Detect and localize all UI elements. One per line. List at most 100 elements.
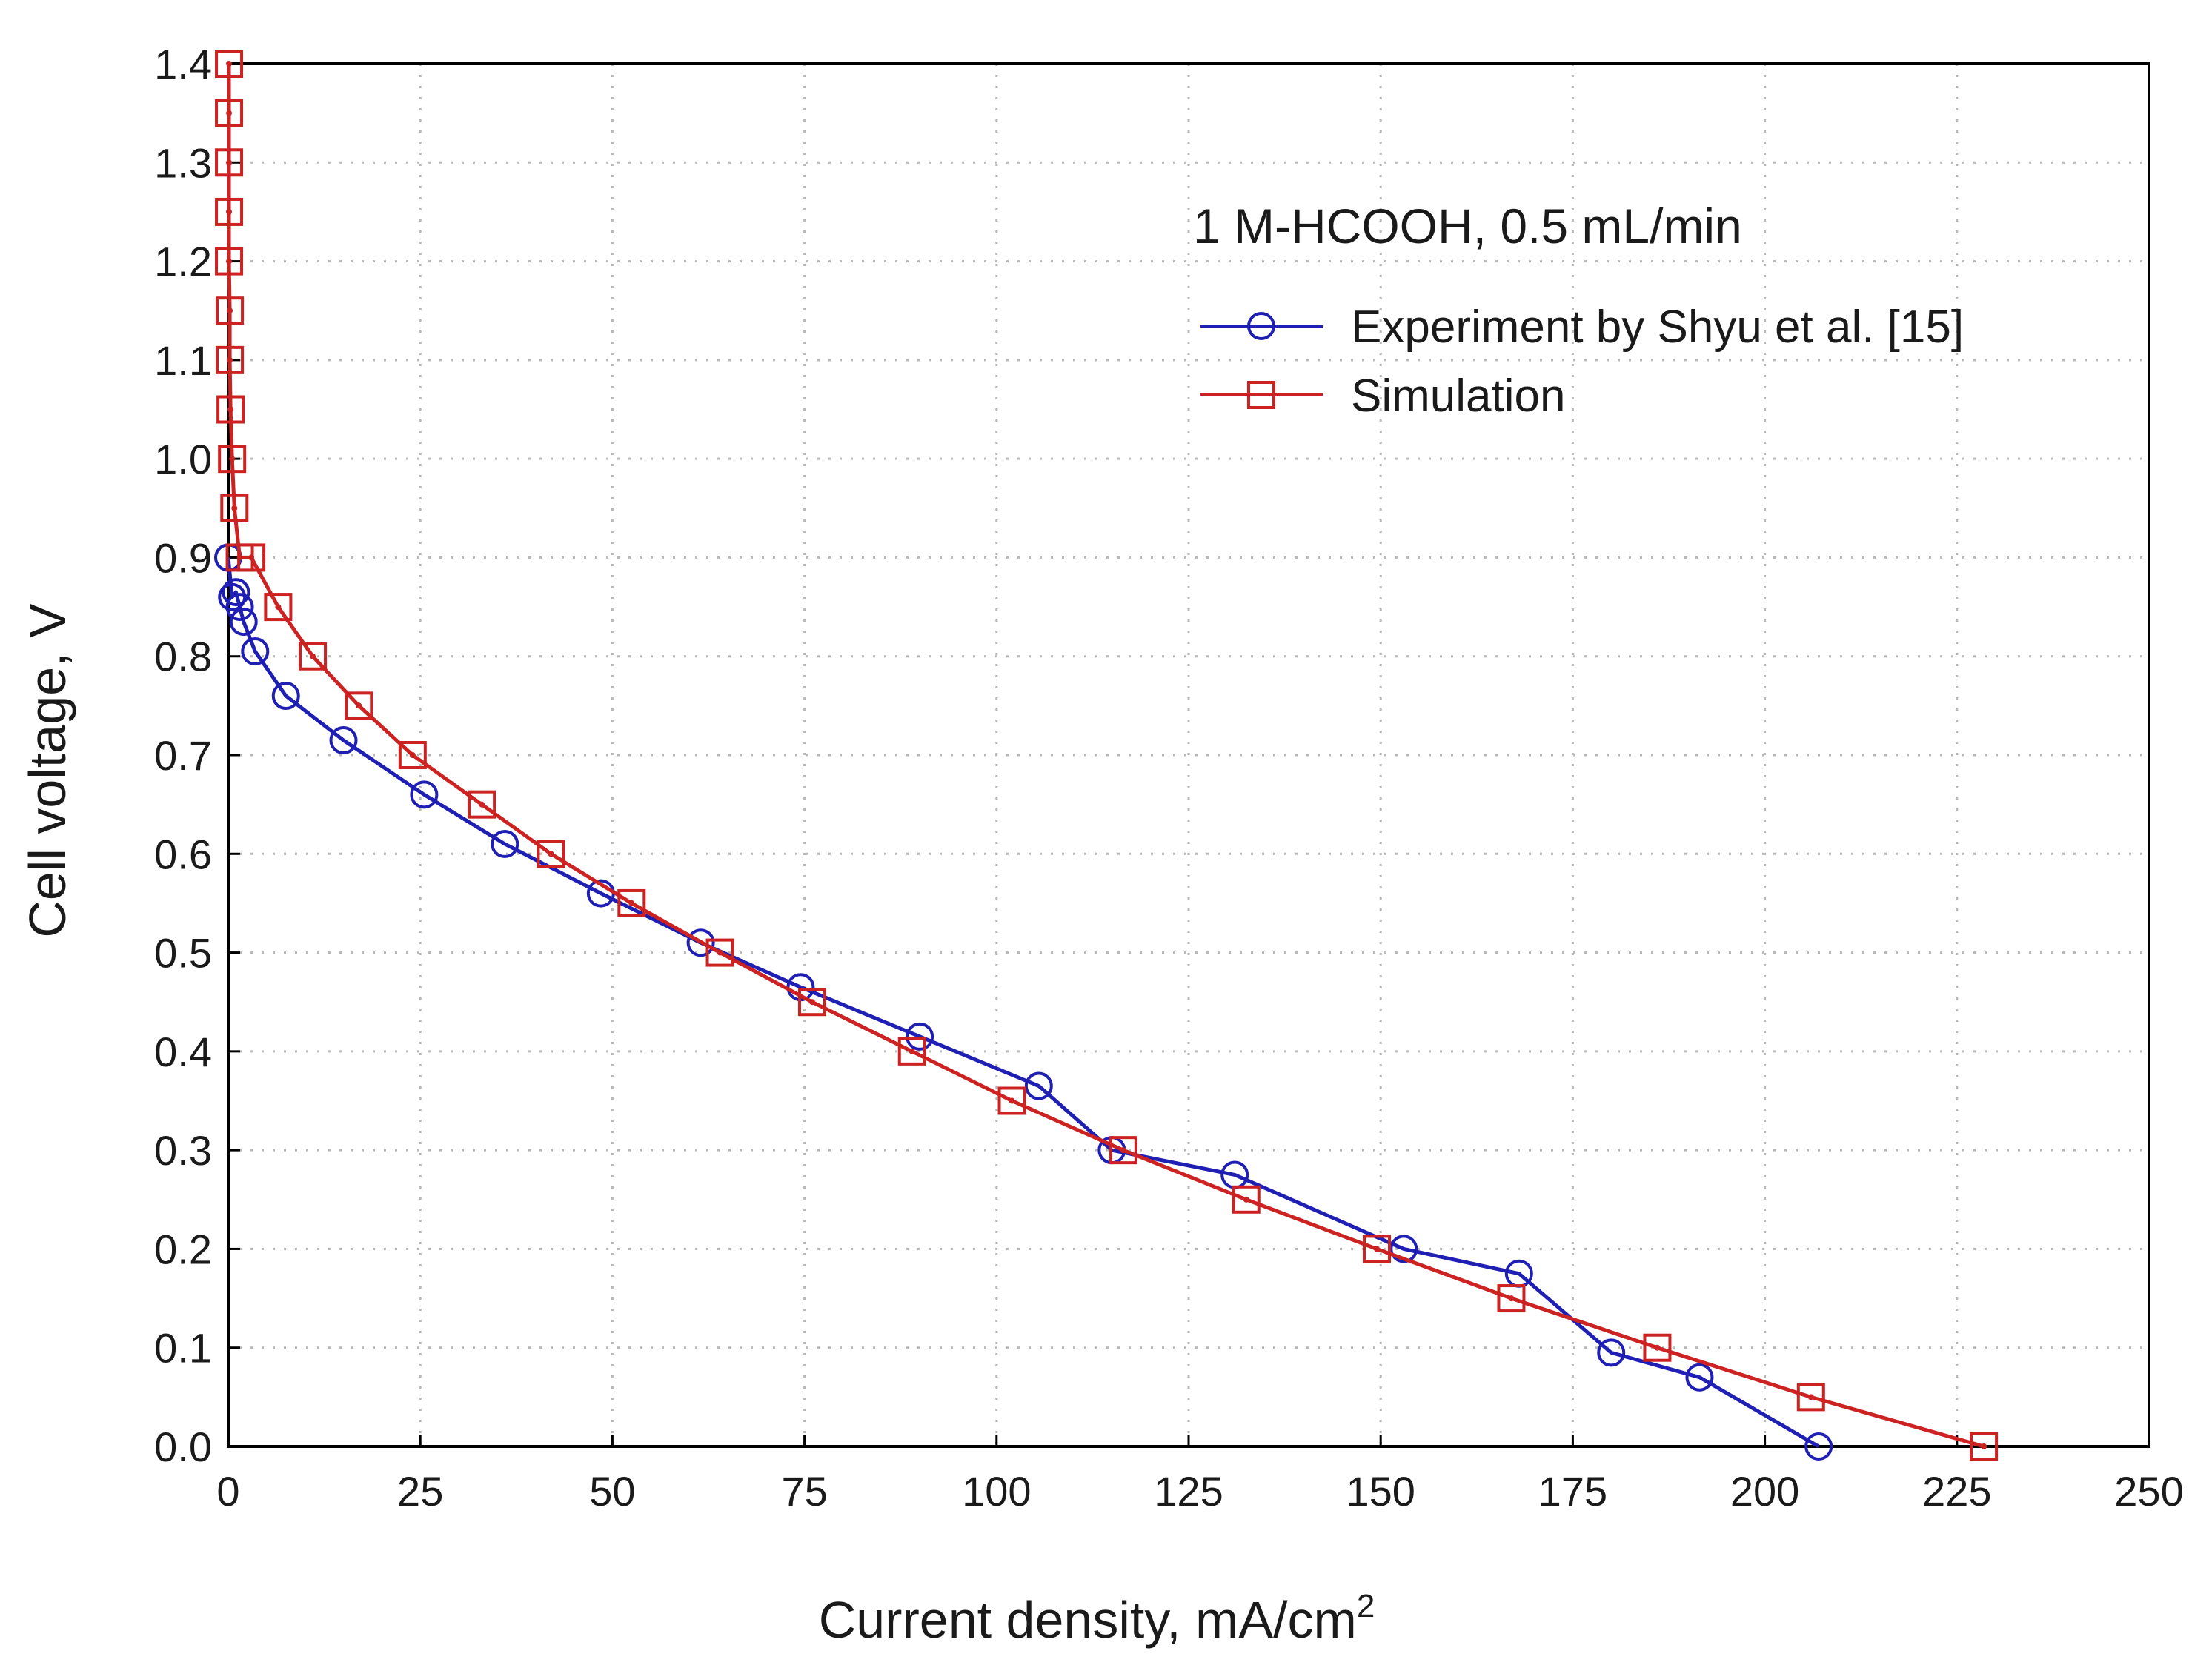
- series-simulation: [215, 50, 1999, 1461]
- data-point-circle: [225, 593, 254, 622]
- y-tick-label: 1.1: [154, 337, 212, 384]
- data-point-square: [797, 988, 826, 1017]
- data-point-circle: [1804, 1432, 1833, 1461]
- y-tick-label: 0.1: [154, 1325, 212, 1372]
- data-point-square: [345, 691, 373, 720]
- x-tick-label: 50: [589, 1468, 635, 1515]
- series-line: [226, 557, 1820, 1449]
- data-point-square: [1109, 1136, 1137, 1165]
- data-point-square: [398, 741, 427, 769]
- data-point-square: [1363, 1235, 1392, 1263]
- x-tick-label: 175: [1538, 1468, 1607, 1515]
- data-point-square: [997, 1086, 1026, 1115]
- legend-entry-experiment: Experiment by Shyu et al. [15]: [1200, 302, 1964, 353]
- data-point-center: [628, 900, 635, 906]
- y-tick-label: 1.3: [154, 139, 212, 186]
- data-point-center: [226, 61, 233, 67]
- data-point-square: [1232, 1185, 1261, 1214]
- axis-ticks: 0 25 50 75 100 125 150 175 200 225 250 0.0 0.1 0.2 0.3…: [154, 41, 2184, 1515]
- x-tick-label: 75: [781, 1468, 827, 1515]
- data-point-circle: [410, 780, 439, 809]
- data-point-center: [231, 505, 238, 511]
- x-axis-title-superscript: 2: [1357, 1588, 1375, 1624]
- data-point-square: [237, 543, 266, 572]
- data-point-square: [264, 593, 293, 622]
- data-point-circle: [329, 726, 358, 755]
- x-axis-title: Current density, mA/cm2: [819, 1588, 1375, 1649]
- data-point-square: [215, 99, 244, 127]
- data-point-center: [226, 159, 233, 166]
- data-point-circle: [906, 1022, 934, 1051]
- data-point-circle: [271, 682, 300, 711]
- x-tick-label: 225: [1922, 1468, 1991, 1515]
- data-point-square: [216, 395, 245, 424]
- y-tick-label: 1.4: [154, 41, 212, 87]
- data-point-center: [226, 258, 233, 265]
- data-point-center: [717, 949, 723, 956]
- data-point-center: [226, 208, 233, 215]
- data-point-square: [218, 445, 247, 474]
- y-tick-label: 0.7: [154, 732, 212, 779]
- data-point-center: [1654, 1344, 1661, 1351]
- data-point-square: [705, 938, 734, 967]
- data-point-center: [248, 554, 255, 561]
- data-point-circle: [1024, 1071, 1053, 1100]
- legend-label-experiment: Experiment by Shyu et al. [15]: [1351, 302, 1964, 353]
- legend-entry-simulation: Simulation: [1200, 371, 1565, 422]
- data-point-center: [226, 110, 233, 116]
- y-tick-label: 0.5: [154, 930, 212, 977]
- y-tick-label: 0.8: [154, 634, 212, 680]
- data-point-circle: [229, 608, 258, 637]
- y-tick-label: 1.0: [154, 436, 212, 482]
- data-point-circle: [491, 829, 519, 858]
- data-point-square: [1497, 1284, 1526, 1313]
- data-point-center: [356, 702, 362, 709]
- y-tick-label: 0.9: [154, 534, 212, 581]
- data-point-square: [216, 345, 245, 374]
- data-point-center: [310, 653, 316, 659]
- x-tick-label: 100: [962, 1468, 1031, 1515]
- x-tick-label: 150: [1346, 1468, 1415, 1515]
- plot-frame: [227, 62, 2150, 1448]
- data-point-square: [617, 888, 646, 917]
- y-tick-label: 1.2: [154, 239, 212, 285]
- y-tick-label: 0.6: [154, 831, 212, 877]
- grid: [228, 64, 2149, 1446]
- data-point-square: [215, 148, 244, 177]
- y-axis-title: Cell voltage, V: [19, 603, 76, 938]
- legend: Experiment by Shyu et al. [15] Simulatio…: [1200, 302, 1964, 422]
- data-point-center: [1374, 1246, 1381, 1252]
- y-tick-label: 0.3: [154, 1127, 212, 1174]
- data-point-square: [897, 1037, 926, 1066]
- data-point-circle: [686, 928, 715, 957]
- data-point-square: [216, 296, 245, 325]
- data-point-square: [220, 494, 249, 522]
- data-point-square: [215, 247, 244, 276]
- data-point-center: [808, 999, 815, 1006]
- data-point-center: [409, 752, 416, 758]
- data-point-circle: [1685, 1363, 1714, 1392]
- data-point-square: [1643, 1333, 1672, 1362]
- series-line: [227, 64, 1985, 1449]
- data-point-circle: [241, 637, 270, 666]
- x-tick-label: 200: [1730, 1468, 1799, 1515]
- x-tick-label: 25: [397, 1468, 443, 1515]
- x-tick-label: 250: [2114, 1468, 2183, 1515]
- series-layer: [214, 50, 1999, 1461]
- data-point-square: [215, 197, 244, 226]
- x-axis-title-text: Current density, mA/cm: [819, 1591, 1357, 1649]
- legend-marker-circle: [1247, 312, 1275, 340]
- data-point-center: [1508, 1295, 1515, 1302]
- data-point-center: [1243, 1196, 1249, 1203]
- data-point-square: [299, 642, 328, 671]
- data-point-center: [1981, 1443, 1987, 1449]
- legend-marker-square: [1247, 381, 1275, 409]
- data-point-center: [548, 851, 554, 857]
- y-tick-label: 0.2: [154, 1226, 212, 1272]
- y-tick-label: 0.0: [154, 1423, 212, 1470]
- data-point-center: [227, 406, 234, 413]
- chart-title: 1 M-HCOOH, 0.5 mL/min: [1193, 199, 1742, 253]
- data-point-center: [1009, 1097, 1015, 1104]
